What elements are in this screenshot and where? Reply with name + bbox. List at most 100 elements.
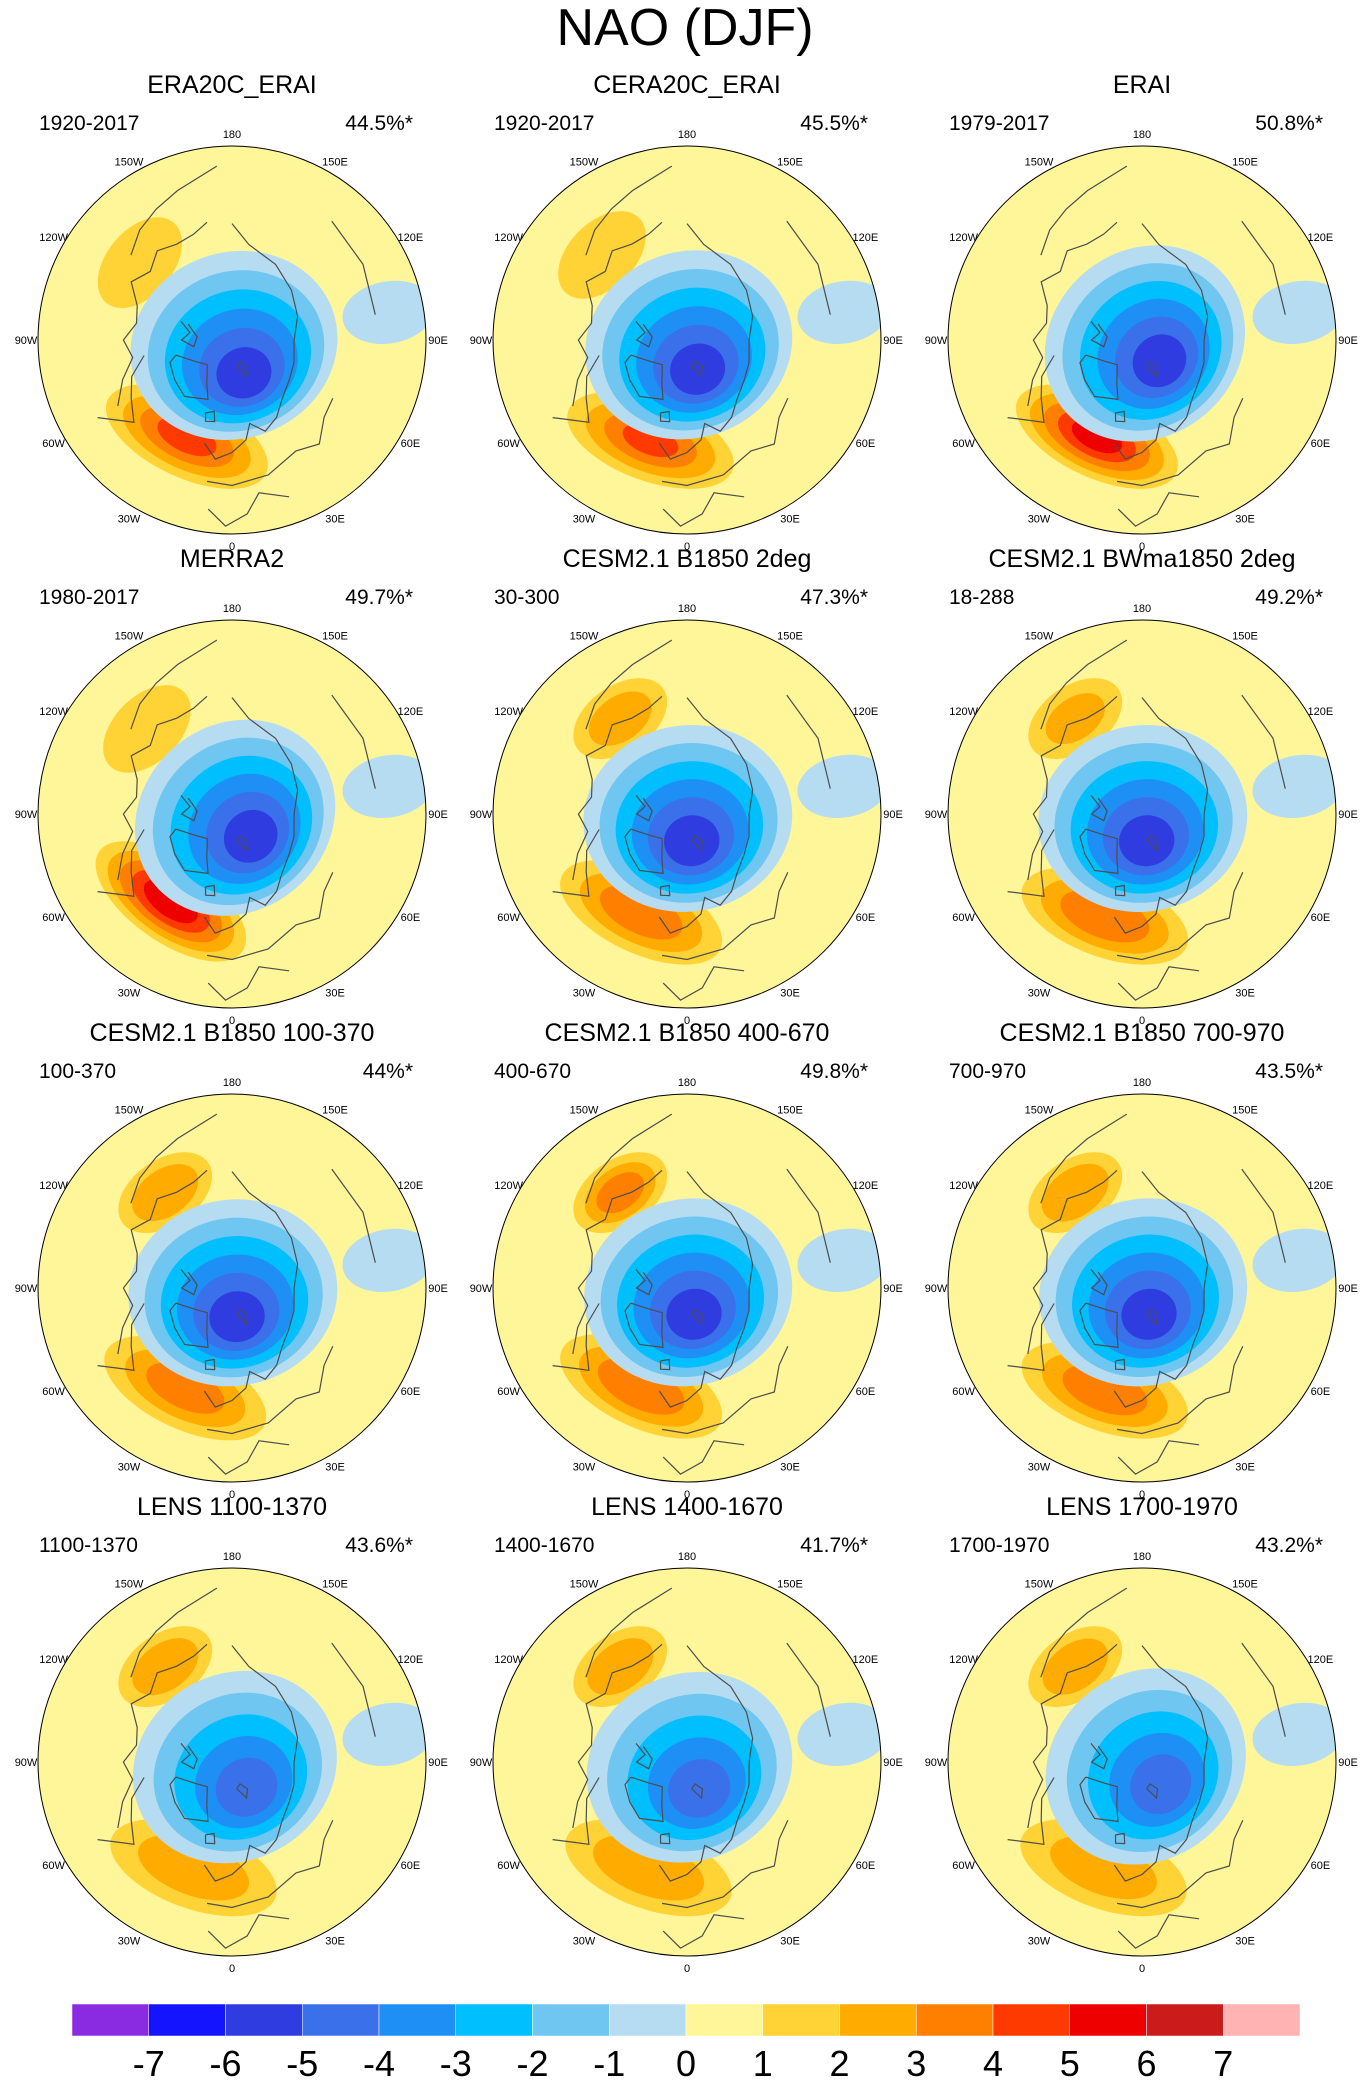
coastlines — [552, 1113, 831, 1475]
arctic-low-contour — [668, 1759, 731, 1818]
map-border — [492, 619, 882, 1009]
coastline — [1241, 694, 1286, 789]
coastline — [1117, 1440, 1200, 1475]
colorbar-tick-label: 4 — [983, 2043, 1003, 2082]
longitude-label: 0 — [229, 1489, 235, 1501]
coastline — [117, 221, 208, 407]
longitude-label: 150W — [1025, 1105, 1054, 1117]
coastline — [1114, 1832, 1126, 1845]
atlantic-high-contour — [146, 1362, 225, 1414]
coastline — [180, 795, 198, 822]
coastline — [203, 223, 299, 460]
longitude-label: 180 — [223, 603, 241, 615]
longitude-label: 150E — [777, 157, 803, 169]
longitude-label: 90E — [428, 1283, 448, 1295]
longitude-label: 180 — [678, 1551, 696, 1563]
coastline — [1114, 410, 1126, 423]
panel-variance: 49.8%* — [800, 1060, 868, 1083]
colorbar-swatch — [302, 2003, 380, 2037]
panel-title: LENS 1100-1370 — [137, 1493, 327, 1521]
contour-field — [493, 620, 881, 1008]
colorbar-swatch — [455, 2003, 533, 2037]
arctic-low-contour — [1132, 334, 1187, 388]
coastline — [1117, 397, 1244, 487]
longitude-label: 60W — [952, 912, 975, 924]
panel-title: ERA20C_ERAI — [147, 71, 317, 99]
longitude-label: 120W — [39, 1180, 68, 1192]
longitude-label: 180 — [1133, 129, 1151, 141]
coastline — [786, 694, 831, 789]
longitude-label: 150W — [115, 157, 144, 169]
longitude-label: 60E — [856, 438, 876, 450]
coastline — [585, 1113, 673, 1204]
coastline — [572, 695, 663, 881]
coastline — [659, 884, 671, 897]
coastline — [1007, 1303, 1055, 1371]
longitude-label: 60E — [401, 1860, 421, 1872]
colorbar-swatch — [378, 2003, 456, 2037]
coastline — [659, 1832, 671, 1845]
coastline — [207, 492, 290, 527]
coastlines — [1007, 165, 1286, 527]
longitude-label: 60E — [401, 1386, 421, 1398]
coastline — [552, 1303, 600, 1371]
panel-period: 1920-2017 — [494, 112, 594, 135]
coastline — [659, 1358, 671, 1371]
coastline — [203, 1171, 299, 1408]
arctic-low-contour — [209, 1291, 265, 1343]
atlantic-high-contour — [599, 885, 683, 940]
longitude-label: 0 — [1139, 1963, 1145, 1975]
longitude-label: 150W — [115, 1579, 144, 1591]
longitude-label: 90W — [470, 335, 493, 347]
coastline — [662, 871, 789, 961]
panel-period: 1100-1370 — [39, 1534, 138, 1557]
longitude-label: 120W — [39, 232, 68, 244]
longitude-label: 150W — [1025, 157, 1054, 169]
longitude-label: 60W — [42, 438, 65, 450]
longitude-label: 30W — [1028, 1935, 1051, 1947]
panel-period: 400-670 — [494, 1060, 571, 1083]
arctic-low-contour — [670, 343, 726, 395]
coastline — [1117, 492, 1200, 527]
coastline — [203, 697, 299, 934]
longitude-label: 120E — [398, 1180, 424, 1192]
longitude-label: 30W — [118, 1935, 141, 1947]
longitude-label: 150W — [1025, 631, 1054, 643]
coastline — [169, 1302, 209, 1349]
longitude-label: 60E — [1311, 912, 1331, 924]
longitude-label: 120W — [494, 1180, 523, 1192]
longitude-label: 60W — [497, 912, 520, 924]
map-panel: MERRA2 1980-2017 49.7%* 180 150E 120E 90E 60E 30… — [15, 545, 448, 1027]
longitude-label: 30W — [1028, 987, 1051, 999]
coastline — [1027, 1169, 1118, 1355]
coastline — [1040, 1113, 1128, 1204]
coastline — [180, 1743, 198, 1770]
negative-tongue — [1252, 754, 1336, 818]
panel-title: LENS 1700-1970 — [1046, 1493, 1238, 1521]
longitude-label: 150E — [1232, 631, 1258, 643]
longitude-label: 90E — [883, 335, 903, 347]
coastline — [662, 966, 745, 1001]
coastline — [169, 354, 209, 401]
longitude-label: 150E — [322, 1579, 348, 1591]
coastline — [1090, 1269, 1108, 1296]
colorbar-tick-label: -6 — [209, 2043, 241, 2082]
pacific-high-contour — [1045, 693, 1105, 745]
coastline — [585, 165, 673, 256]
coastline — [658, 223, 754, 460]
contour-field — [948, 620, 1336, 1008]
map-border — [37, 1093, 427, 1483]
panel-title: CESM2.1 B1850 100-370 — [90, 1019, 375, 1047]
coastline — [236, 1783, 249, 1800]
contour-field — [38, 620, 426, 1008]
coastline — [236, 1309, 249, 1326]
longitude-label: 30E — [1235, 987, 1255, 999]
coastline — [1007, 355, 1055, 423]
longitude-label: 0 — [229, 541, 235, 553]
coastline — [1241, 1642, 1286, 1737]
longitude-label: 30E — [1235, 513, 1255, 525]
coastline — [1241, 1168, 1286, 1263]
longitude-label: 150W — [570, 1105, 599, 1117]
longitude-label: 30E — [780, 1461, 800, 1473]
coastline — [1146, 835, 1159, 852]
